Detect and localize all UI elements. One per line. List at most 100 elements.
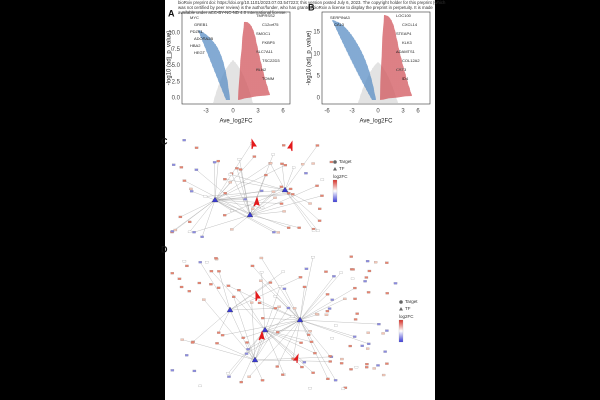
edge [243, 319, 301, 338]
colorbar [398, 319, 404, 343]
node [279, 202, 284, 205]
edge [249, 211, 285, 216]
edge [180, 199, 216, 218]
edge [299, 319, 309, 335]
edge [229, 309, 263, 381]
node [320, 178, 325, 181]
edge [249, 154, 274, 216]
edge [182, 339, 256, 361]
plot-frame [321, 11, 431, 105]
tf-node [211, 196, 219, 203]
edge [260, 280, 301, 321]
edge [299, 287, 355, 321]
node [360, 344, 364, 347]
node [353, 286, 357, 290]
node [264, 173, 268, 177]
node [223, 192, 227, 195]
edge [299, 294, 328, 321]
node [354, 366, 359, 369]
edge [284, 189, 314, 231]
node [216, 286, 221, 289]
node [298, 276, 303, 279]
node [249, 301, 254, 304]
node [325, 293, 330, 296]
edge [214, 161, 219, 201]
node [209, 270, 214, 273]
edge [189, 199, 216, 232]
tf-node [251, 356, 259, 363]
node [365, 363, 369, 366]
panel-label: D [161, 244, 168, 254]
node [276, 231, 281, 234]
node [385, 292, 389, 295]
tf-node [246, 211, 254, 218]
node [230, 209, 234, 212]
node [281, 373, 285, 376]
edge [194, 214, 251, 233]
edge [214, 199, 282, 204]
node [179, 285, 184, 289]
node [282, 287, 287, 290]
edge [228, 285, 301, 321]
node [292, 166, 296, 169]
node [281, 144, 286, 147]
node [374, 261, 378, 264]
node [365, 260, 370, 263]
node [343, 297, 347, 301]
edge [299, 276, 335, 321]
node [260, 379, 265, 382]
edge [191, 191, 216, 201]
node [313, 352, 317, 355]
node [355, 312, 359, 315]
x-tick-label: 6 [416, 109, 420, 115]
node [280, 162, 284, 165]
node [281, 270, 285, 273]
node [286, 306, 291, 310]
node [257, 301, 262, 305]
node [170, 369, 175, 372]
node [385, 362, 389, 365]
legend-symbol [333, 167, 337, 171]
gene-label: COL12A2 [402, 58, 420, 63]
edge [299, 319, 331, 357]
edge [222, 319, 301, 336]
node [170, 230, 175, 233]
node [326, 377, 330, 381]
down-points [198, 30, 230, 100]
edge [231, 173, 251, 216]
node [273, 307, 278, 310]
panel-label: C [161, 136, 168, 146]
node [317, 219, 322, 222]
node [311, 371, 315, 374]
edge [214, 199, 274, 233]
node [179, 166, 184, 169]
tf-node [296, 316, 304, 323]
gene-label: SMOC1 [256, 31, 271, 36]
gene-label: FKBP5 [262, 40, 275, 45]
node [334, 324, 338, 327]
x-tick-label: 6 [281, 109, 285, 115]
node [363, 280, 367, 283]
node [223, 178, 227, 181]
node [273, 196, 277, 199]
node [302, 361, 307, 364]
node [216, 331, 221, 334]
y-tick-label: 0.0 [172, 96, 181, 102]
edge [230, 174, 286, 191]
node [203, 195, 208, 198]
header-line: available under aCC-BY-NC-ND 4.0 Interna… [178, 10, 287, 15]
node [366, 347, 370, 350]
edge [254, 307, 289, 361]
arrow [253, 196, 260, 207]
node [290, 315, 295, 318]
edge [254, 359, 331, 362]
node [340, 357, 344, 361]
edge [284, 145, 318, 191]
node [349, 368, 353, 371]
edge [214, 156, 255, 201]
edge [292, 319, 301, 359]
node [302, 285, 307, 289]
x-axis-label: Ave_log2FC [360, 119, 394, 125]
node [365, 366, 369, 369]
edge [229, 308, 276, 311]
